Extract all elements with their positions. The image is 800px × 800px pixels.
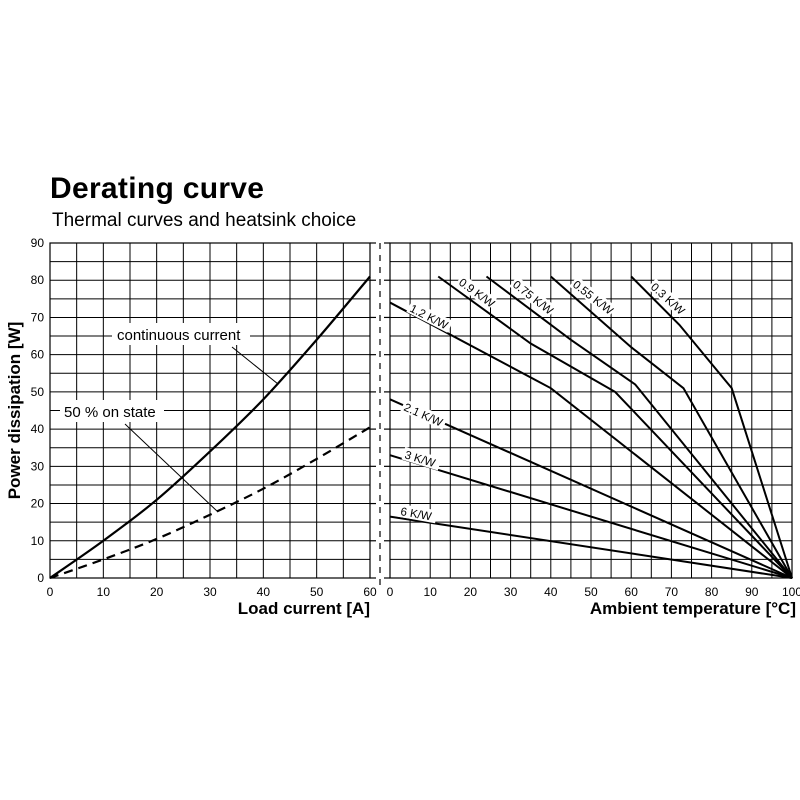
- chart-title: Derating curve: [50, 172, 265, 205]
- y-axis-label: Power dissipation [W]: [5, 322, 24, 500]
- label-backing: [455, 273, 497, 310]
- leader-line: [231, 346, 279, 385]
- chart-subtitle: Thermal curves and heatsink choice: [52, 210, 357, 231]
- right-plot-frame: [389, 242, 793, 579]
- x-tick-label: 20: [464, 585, 478, 599]
- x-tick-label: 80: [705, 585, 719, 599]
- leader-line: [124, 423, 219, 513]
- label-backing: [397, 503, 438, 524]
- x-tick-label: 10: [424, 585, 438, 599]
- label-backing: [406, 300, 454, 333]
- y-tick-label: 70: [31, 310, 45, 324]
- chart-marks: [49, 275, 793, 580]
- y-tick-label: 40: [31, 422, 45, 436]
- y-tick-label: 80: [31, 273, 45, 287]
- rth-label: 3 K/W: [401, 446, 442, 471]
- rth-label-text: 3 K/W: [403, 449, 437, 470]
- x-tick-label: 50: [310, 585, 324, 599]
- label-backing: [112, 323, 250, 345]
- on-state-50-curve: [49, 426, 371, 580]
- label-backing: [400, 399, 448, 430]
- x-tick-label: 60: [363, 585, 377, 599]
- x-tick-label: 10: [97, 585, 111, 599]
- continuous-current-label: continuous current: [117, 327, 241, 344]
- on-state-label: 50 % on state: [64, 404, 156, 421]
- x-tick-label: 30: [504, 585, 518, 599]
- y-tick-label: 50: [31, 385, 45, 399]
- rth-line-0-75-k-w: [485, 275, 793, 579]
- x-tick-label: 70: [665, 585, 679, 599]
- y-tick-label: 30: [31, 459, 45, 473]
- rth-line-0-3-k-w: [630, 275, 793, 579]
- rth-line-1-2-k-w: [389, 301, 793, 579]
- rth-line-0-55-k-w: [550, 275, 793, 579]
- rth-label: 0.55 K/W: [569, 276, 617, 318]
- x-tick-label: 0: [387, 585, 394, 599]
- rth-line-3-k-w: [389, 454, 793, 579]
- left-plot-grid: [49, 242, 381, 586]
- x-axis-label-left: Load current [A]: [238, 599, 370, 618]
- x-tick-label: 0: [47, 585, 54, 599]
- x-tick-label: 30: [203, 585, 217, 599]
- x-tick-label: 50: [584, 585, 598, 599]
- label-backing: [647, 278, 689, 318]
- x-tick-label: 60: [625, 585, 639, 599]
- x-tick-label: 100: [782, 585, 800, 599]
- x-tick-label: 40: [257, 585, 271, 599]
- rth-line-2-1-k-w: [389, 398, 793, 579]
- y-tick-label: 20: [31, 497, 45, 511]
- rth-label-text: 6 K/W: [399, 506, 432, 523]
- rth-label-text: 2.1 K/W: [402, 402, 444, 430]
- x-tick-label: 40: [544, 585, 558, 599]
- y-tick-label: 60: [31, 348, 45, 362]
- rth-line-6-k-w: [389, 515, 793, 579]
- y-tick-label: 10: [31, 534, 45, 548]
- x-tick-label: 20: [150, 585, 164, 599]
- label-backing: [569, 276, 617, 318]
- label-backing: [401, 446, 442, 471]
- x-tick-label: 90: [745, 585, 759, 599]
- rth-label: 2.1 K/W: [400, 399, 448, 430]
- y-tick-label: 0: [37, 571, 44, 585]
- continuous-current-curve: [49, 275, 371, 579]
- left-plot-frame: [49, 242, 371, 579]
- x-axis-label-right: Ambient temperature [°C]: [590, 599, 796, 618]
- label-backing: [60, 400, 164, 422]
- label-backing: [509, 276, 557, 318]
- rth-label: 6 K/W: [397, 503, 438, 524]
- y-tick-label: 90: [31, 236, 45, 250]
- rth-line-0-9-k-w: [437, 275, 793, 579]
